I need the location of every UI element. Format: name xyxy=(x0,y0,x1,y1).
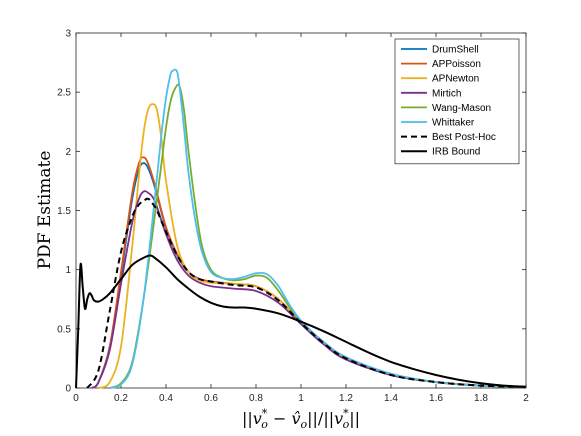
legend-entry-label: Mirtich xyxy=(432,88,461,99)
y-tick-label: 2.5 xyxy=(57,88,71,99)
x-label-sup: * xyxy=(262,407,268,420)
legend-box xyxy=(394,38,520,165)
x-label-vhat: v̂ xyxy=(291,409,300,428)
x-label-open-bars: || xyxy=(242,409,253,428)
y-tick-label: 0 xyxy=(65,384,71,395)
x-tick-label: 0.6 xyxy=(204,393,218,404)
x-tick-label: 1.8 xyxy=(474,393,488,404)
y-tick-label: 0.5 xyxy=(57,324,71,335)
legend-entry-label: APPoisson xyxy=(432,59,481,70)
x-tick-label: 1.4 xyxy=(384,393,398,404)
legend: DrumShell APPoisson APNewton Mirtich Wang-Ma… xyxy=(394,38,520,165)
series-line-mirtich xyxy=(91,190,527,389)
x-label-sub: o xyxy=(261,418,268,431)
y-tick-label: 1.5 xyxy=(57,206,71,217)
y-tick-label: 2 xyxy=(65,147,71,158)
legend-entry-label: IRB Bound xyxy=(432,147,480,158)
legend-entry-label: DrumShell xyxy=(432,45,479,56)
legend-entry-label: Wang-Mason xyxy=(432,103,491,114)
legend-entry-label: Best Post-Hoc xyxy=(432,132,496,143)
series-line-best-post-hoc xyxy=(86,197,527,389)
x-label-sup2: * xyxy=(343,407,349,420)
x-tick-label: 0.8 xyxy=(249,393,263,404)
x-label-mid-bars: ||/|| xyxy=(307,409,334,428)
x-label-sub3: o xyxy=(343,418,350,431)
x-label-minus: − xyxy=(268,409,292,428)
x-tick-label: 2 xyxy=(523,393,529,404)
x-tick-label: 0.2 xyxy=(114,393,128,404)
y-axis-label: PDF Estimate xyxy=(35,151,55,270)
x-label-v2: v xyxy=(334,409,343,428)
x-tick-label: 1.6 xyxy=(429,393,443,404)
series-lines xyxy=(75,68,527,389)
series-line-irb-bound xyxy=(75,254,527,389)
y-tick-label: 1 xyxy=(65,265,71,276)
x-label-close-bars: || xyxy=(349,409,360,428)
x-label-sub2: o xyxy=(301,418,308,431)
x-tick-label: 1.2 xyxy=(339,393,353,404)
y-tick-label: 3 xyxy=(65,29,71,40)
legend-entry-label: Whittaker xyxy=(432,118,475,129)
x-label-v: v xyxy=(253,409,262,428)
x-tick-label: 1 xyxy=(298,393,304,404)
legend-entry-label: APNewton xyxy=(432,74,479,85)
x-tick-label: 0.4 xyxy=(159,393,173,404)
axes: 0 0.2 0.4 0.6 0.8 1 1.2 1.4 1.6 1.8 2 0 0.5 1 1.5 2 2.5 3 xyxy=(57,29,529,405)
x-tick-label: 0 xyxy=(73,393,79,404)
x-axis-label: ||v* o − v̂o||/||v* o|| xyxy=(242,407,360,431)
